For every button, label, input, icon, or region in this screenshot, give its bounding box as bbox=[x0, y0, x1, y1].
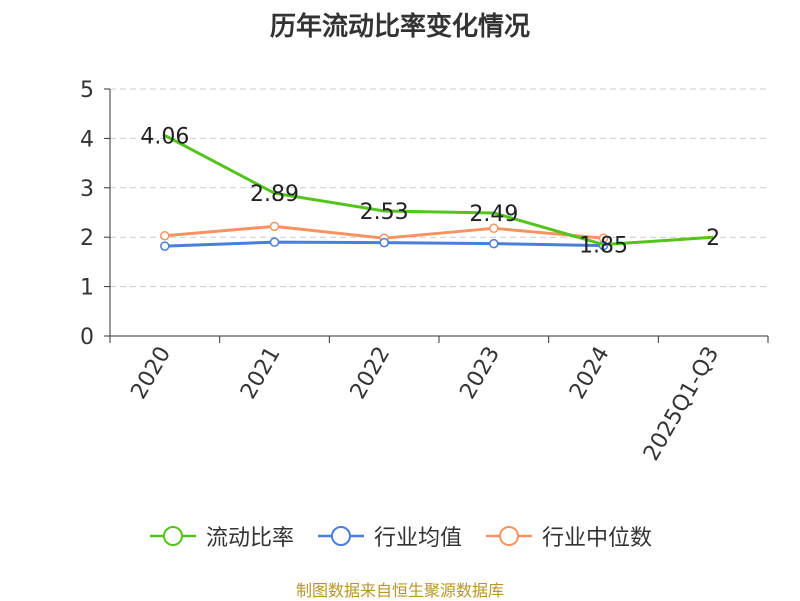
data-label: 4.06 bbox=[140, 124, 189, 149]
x-tick-label: 2020 bbox=[126, 343, 176, 404]
x-tick-label: 2025Q1-Q3 bbox=[639, 343, 724, 466]
x-tick-label: 2022 bbox=[346, 343, 396, 404]
legend-marker-icon bbox=[149, 526, 196, 546]
series-line bbox=[164, 134, 714, 247]
legend-marker-icon bbox=[486, 526, 532, 546]
y-tick-label: 4 bbox=[80, 127, 94, 152]
y-tick-label: 3 bbox=[80, 177, 94, 202]
legend-label: 行业均值 bbox=[373, 526, 462, 551]
legend-label: 流动比率 bbox=[205, 526, 294, 551]
series-point bbox=[269, 221, 280, 232]
series-point bbox=[379, 237, 389, 248]
data-label: 2.53 bbox=[360, 200, 409, 225]
chart-title: 历年流动比率变化情况 bbox=[269, 12, 530, 42]
data-label: 2.49 bbox=[469, 202, 518, 227]
series-point bbox=[160, 241, 170, 251]
series-point bbox=[160, 230, 170, 241]
data-label: 1.85 bbox=[579, 234, 628, 259]
source-footer: 制图数据来自恒生聚源数据库 bbox=[295, 581, 504, 600]
y-tick-label: 2 bbox=[80, 226, 94, 251]
legend-marker-icon bbox=[317, 526, 364, 546]
legend-item[interactable]: 流动比率 bbox=[148, 520, 294, 552]
legend-item[interactable]: 行业均值 bbox=[316, 520, 462, 552]
x-tick-label: 2023 bbox=[455, 343, 505, 404]
series-point bbox=[269, 237, 280, 247]
data-label: 2.89 bbox=[250, 182, 299, 207]
series-point bbox=[489, 238, 499, 249]
series-point bbox=[489, 223, 499, 234]
y-tick-label: 5 bbox=[80, 78, 94, 103]
y-tick-label: 0 bbox=[80, 325, 94, 350]
x-tick-label: 2021 bbox=[236, 343, 286, 404]
legend: 流动比率 行业均值 行业中位数 bbox=[0, 520, 800, 552]
x-tick-label: 2024 bbox=[565, 343, 615, 404]
y-tick-label: 1 bbox=[80, 276, 94, 301]
data-label: 2 bbox=[706, 226, 720, 251]
legend-label: 行业中位数 bbox=[542, 526, 653, 551]
legend-item[interactable]: 行业中位数 bbox=[484, 520, 652, 552]
